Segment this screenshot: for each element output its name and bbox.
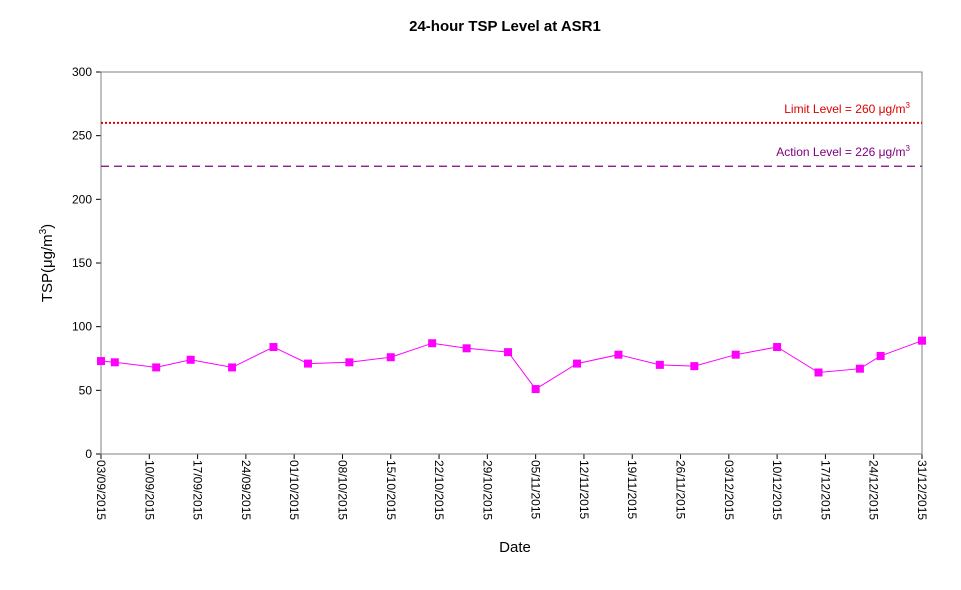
x-tick-label: 24/12/2015 [867,460,881,520]
data-point-marker [428,339,437,348]
reference-line-label-sup: 3 [906,101,911,110]
data-point-marker [531,385,540,394]
data-point-marker [228,363,237,372]
y-tick-label: 300 [72,65,92,79]
x-tick-label: 08/10/2015 [335,460,349,520]
y-axis-label-sup: 3 [38,228,49,234]
y-tick-label: 200 [72,192,92,206]
reference-line-label-main: Action Level = 226 μg/m [776,145,905,159]
y-axis-ticks: 0 50 100 150 200 250 300 [72,65,101,461]
x-tick-label: 17/12/2015 [818,460,832,520]
chart-title: 24-hour TSP Level at ASR1 [409,18,601,35]
x-tick-label: 10/12/2015 [770,460,784,520]
data-point-marker [690,362,699,371]
reference-line-label-main: Limit Level = 260 μg/m [784,102,905,116]
reference-line-label-sup: 3 [906,144,911,153]
data-point-marker [773,343,782,352]
data-point-marker [504,348,513,357]
data-point-marker [386,353,395,362]
y-tick-label: 250 [72,129,92,143]
series-group [97,336,926,394]
x-tick-label: 10/09/2015 [142,460,156,520]
data-point-marker [110,358,119,367]
reference-line-label: Limit Level = 260 μg/m3 [784,101,910,116]
plot-area [100,71,923,455]
data-point-marker [614,350,623,359]
x-tick-label: 31/12/2015 [915,460,929,520]
data-point-marker [269,343,278,352]
x-tick-label: 22/10/2015 [432,460,446,520]
x-tick-label: 01/10/2015 [287,460,301,520]
x-tick-label: 29/10/2015 [480,460,494,520]
y-tick-label: 50 [79,383,93,397]
data-point-marker [97,357,105,366]
x-tick-label: 19/11/2015 [625,460,639,519]
x-tick-label: 03/12/2015 [722,460,736,520]
data-point-marker [303,359,312,368]
data-point-marker [855,364,864,373]
data-point-marker [345,358,354,367]
data-point-marker [876,351,885,360]
data-point-marker [186,355,195,364]
y-axis-label: TSP(μg/m3) [38,224,56,302]
data-point-marker [573,359,582,368]
y-axis-label-main: TSP(μg/m [39,234,56,302]
series-line [100,340,923,390]
data-point-marker [918,336,926,345]
x-tick-label: 24/09/2015 [239,460,253,520]
data-point-marker [731,350,740,359]
x-tick-label: 26/11/2015 [674,460,688,519]
reference-line-label: Action Level = 226 μg/m3 [776,144,910,159]
x-axis-label: Date [499,539,531,556]
y-tick-label: 150 [72,256,92,270]
x-tick-label: 17/09/2015 [191,460,205,520]
x-tick-label: 03/09/2015 [94,460,108,520]
x-axis-ticks: 03/09/2015 10/09/2015 17/09/2015 24/09/2015… [94,454,929,520]
y-axis-label-close: ) [39,224,56,229]
data-point-marker [152,363,161,372]
y-tick-label: 100 [72,320,92,334]
y-tick-label: 0 [85,447,92,461]
x-tick-label: 12/11/2015 [577,460,591,519]
data-point-marker [655,360,664,369]
data-point-marker [814,368,823,377]
x-tick-label: 15/10/2015 [384,460,398,520]
x-tick-label: 05/11/2015 [529,460,543,519]
data-point-marker [462,344,471,353]
